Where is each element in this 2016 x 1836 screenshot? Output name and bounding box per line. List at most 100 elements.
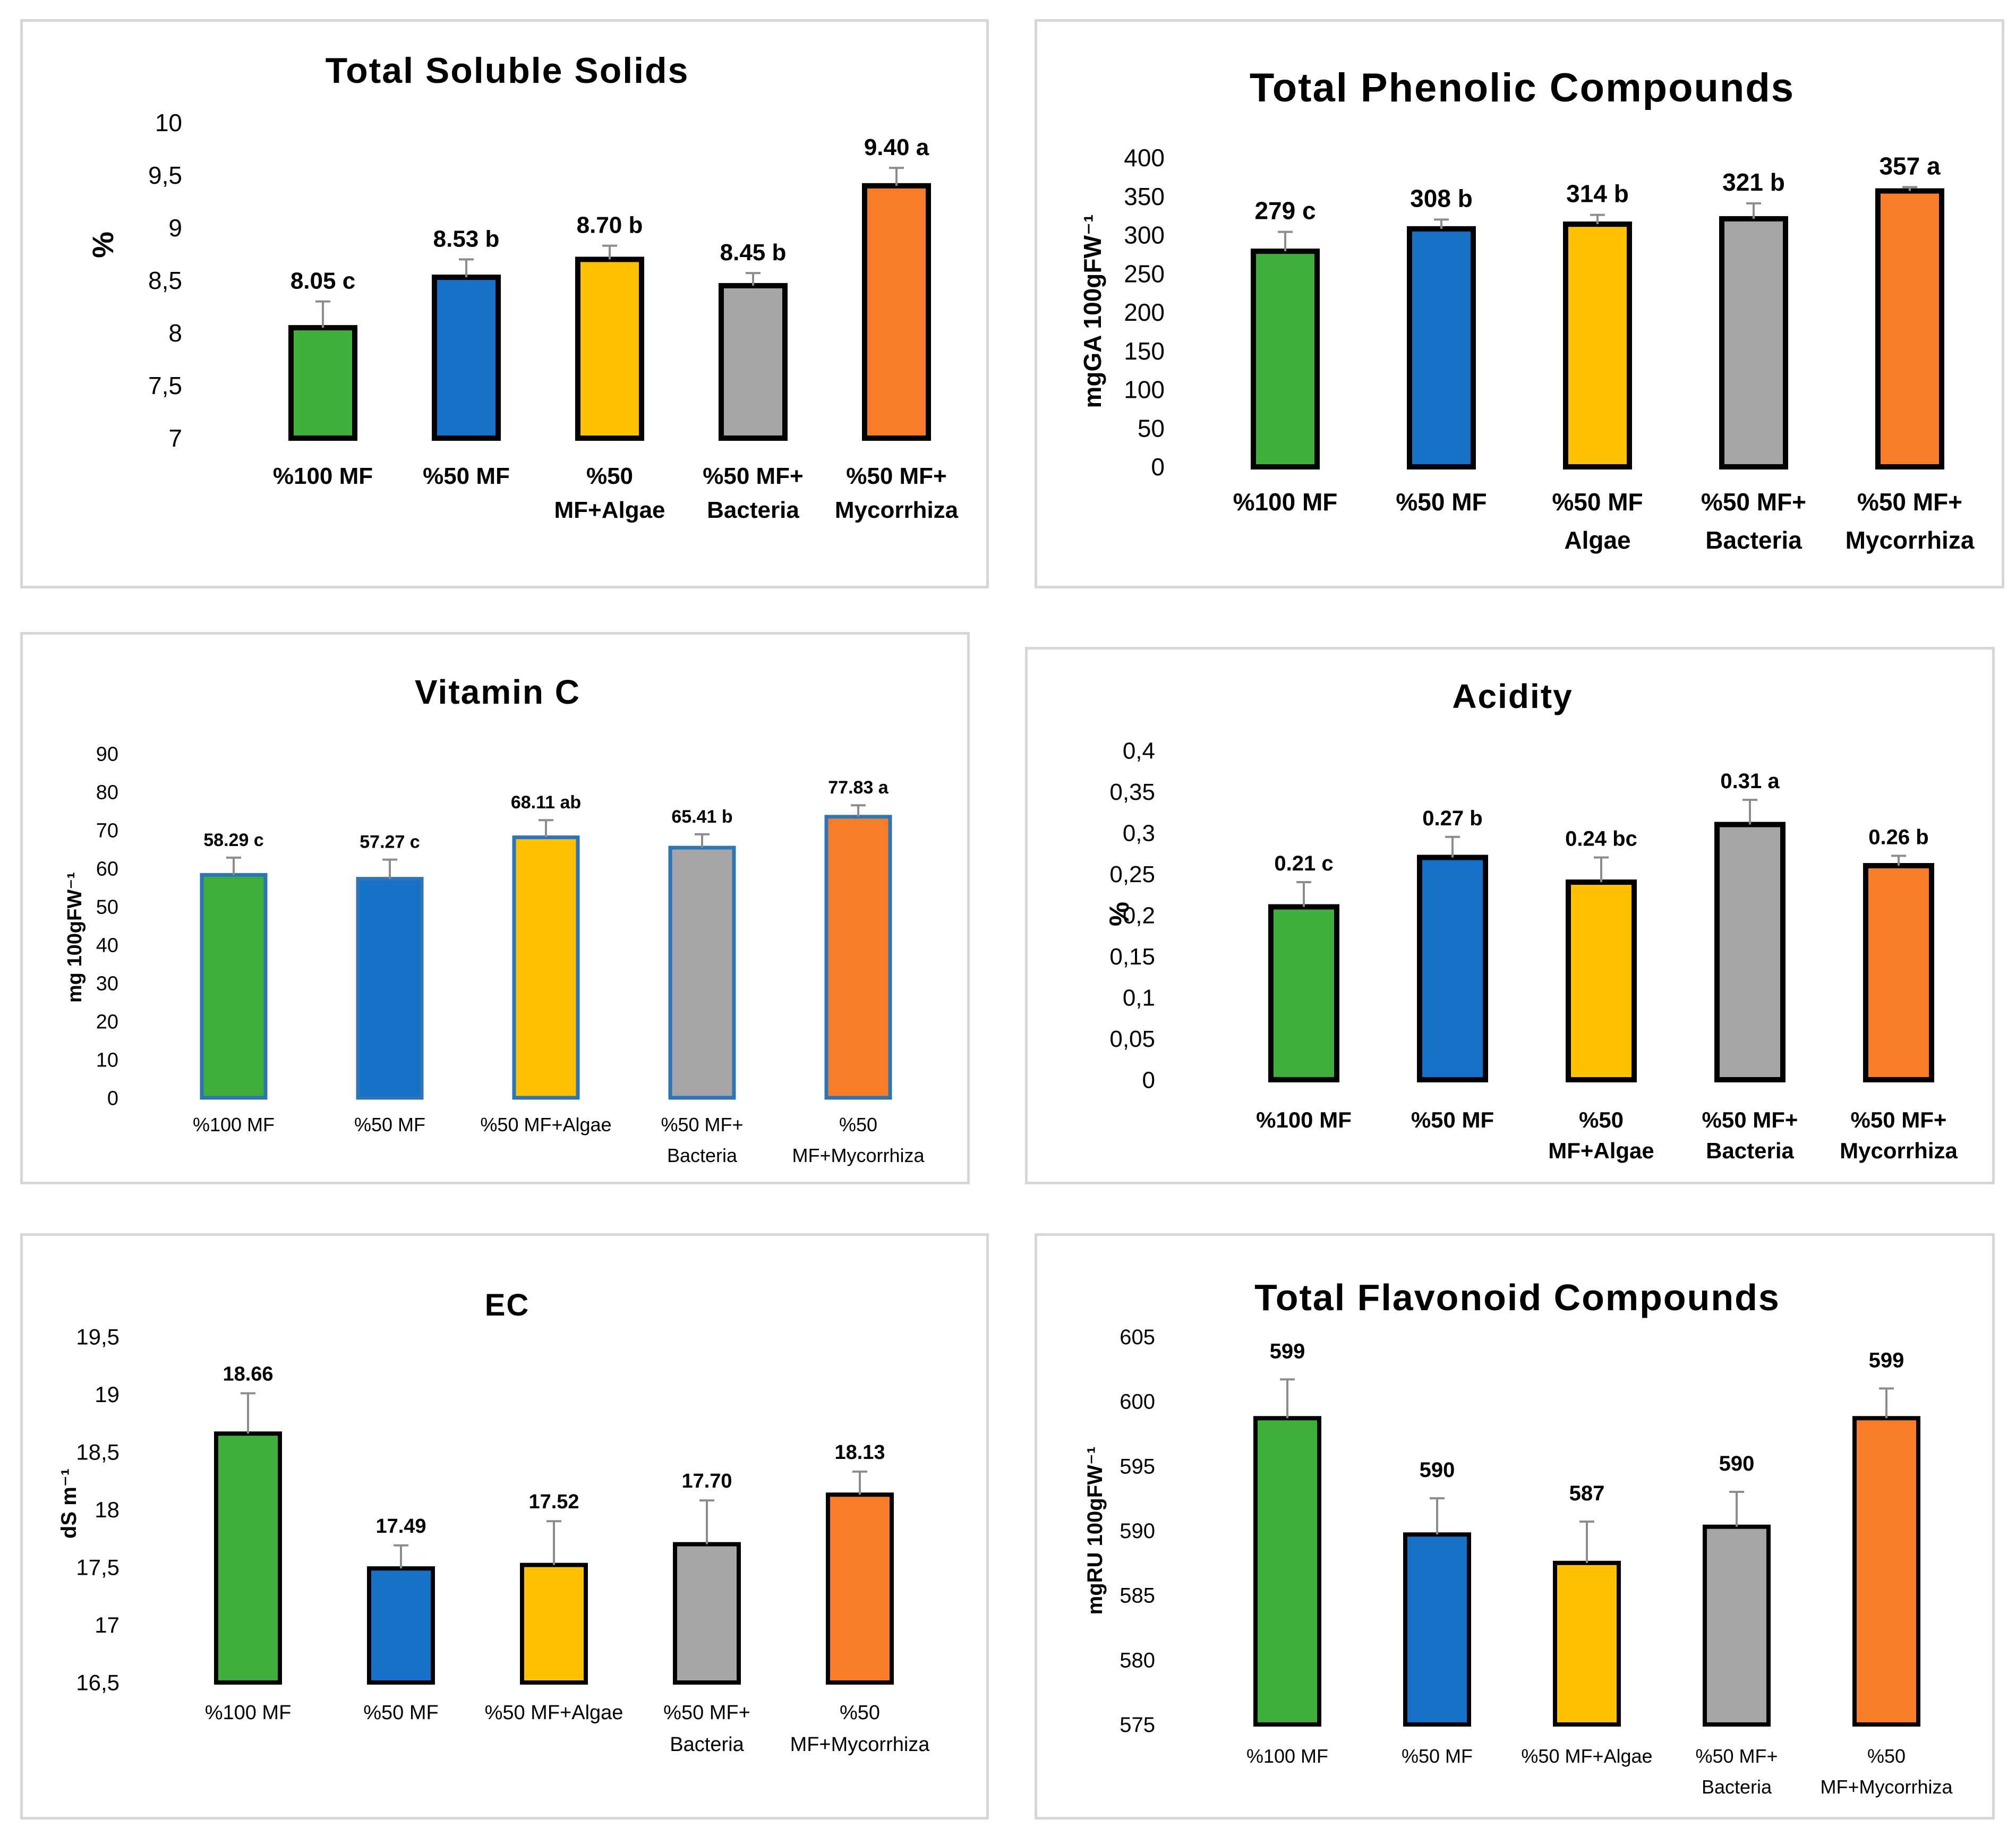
category-label: Mycorrhiza: [1846, 526, 1975, 554]
category-label: %50 MF+Algae: [480, 1114, 611, 1135]
chart-title: Total Soluble Solids: [326, 50, 689, 91]
chart-title: Acidity: [1452, 677, 1573, 715]
chart-svg: Total Soluble Solids 7 7,5 8 8,5 9 9,5 10% 8.05 …: [86, 50, 959, 523]
data-label: 0.21 c: [1274, 852, 1333, 875]
category-label: Bacteria: [670, 1733, 744, 1756]
bar-50-mf-mycorrhiza: [1863, 863, 1934, 1082]
bar-50-mf-algae: [1566, 879, 1637, 1082]
category-label: MF+Algae: [554, 497, 665, 523]
y-tick-label: 0,3: [1123, 820, 1155, 846]
y-tick-label: 0: [107, 1087, 118, 1109]
category-label: Algae: [1564, 526, 1630, 554]
bar-100-mf: [1268, 904, 1339, 1082]
category-label: %100 MF: [1233, 488, 1338, 516]
data-label: 314 b: [1566, 180, 1629, 208]
y-tick-label: 595: [1120, 1455, 1155, 1478]
y-tick-label: 350: [1124, 183, 1165, 210]
y-axis-label: %: [86, 232, 119, 258]
y-tick-label: 590: [1120, 1519, 1155, 1543]
bar-50-mf: [1403, 1532, 1471, 1727]
chart-title: EC: [485, 1288, 530, 1322]
y-axis-label: mgRU 100gFW⁻¹: [1083, 1447, 1107, 1615]
y-tick-label: 30: [96, 972, 118, 995]
data-label: 58.29 c: [203, 830, 263, 850]
data-label: 18.66: [223, 1363, 273, 1385]
y-tick-label: 575: [1120, 1713, 1155, 1737]
data-label: 17.49: [375, 1515, 426, 1538]
y-tick-label: 0,2: [1123, 902, 1155, 928]
bar-50-mf-bacteria: [673, 1542, 741, 1685]
y-tick-label: 250: [1124, 260, 1165, 287]
category-label: %100 MF: [1256, 1107, 1352, 1132]
category-label: %50 MF: [1411, 1107, 1494, 1132]
y-tick-label: 18,5: [76, 1440, 119, 1465]
y-tick-label: 60: [96, 858, 118, 880]
chart-title: Vitamin C: [415, 673, 580, 711]
category-label: %50 MF+: [846, 463, 947, 489]
category-label: %50 MF+: [1702, 1107, 1798, 1132]
category-label: %50: [1867, 1745, 1906, 1767]
bar-100-mf: [1253, 1416, 1321, 1727]
data-label: 8.45 b: [720, 240, 787, 266]
y-tick-label: 7,5: [148, 372, 182, 399]
data-label: 9.40 a: [864, 134, 929, 160]
bar-50-mf-bacteria: [668, 846, 736, 1100]
chart-panel-total-flavonoid-compounds: Total Flavonoid Compounds 575 580 585 590 595…: [1035, 1233, 1995, 1820]
y-axis-label: dS m⁻¹: [57, 1468, 81, 1539]
category-label: Mycorrhiza: [835, 497, 959, 523]
data-label: 587: [1569, 1482, 1605, 1505]
category-label: %50 MF+: [1701, 488, 1806, 516]
category-label: MF+Algae: [1548, 1138, 1654, 1163]
y-tick-label: 200: [1124, 298, 1165, 326]
category-label: %50 MF+: [1695, 1745, 1778, 1767]
category-label: %50 MF: [1396, 488, 1487, 516]
chart-panel-ec: EC 16,5 17 17,5 18 18,5 19 19,5 dS m⁻¹ 18.66 %100 …: [20, 1233, 989, 1820]
bar-50-mf-bacteria: [1714, 822, 1786, 1082]
category-label: %50: [1579, 1107, 1624, 1132]
category-label: %100 MF: [273, 463, 373, 489]
data-label: 599: [1869, 1348, 1904, 1372]
data-label: 321 b: [1722, 168, 1785, 196]
y-tick-label: 9: [168, 214, 182, 242]
bar-50-mf-mycorrhiza: [826, 1492, 894, 1685]
category-label: Bacteria: [667, 1145, 738, 1166]
bar-100-mf: [1251, 249, 1320, 469]
bar-50-mf-bacteria: [719, 283, 788, 441]
y-tick-label: 150: [1124, 337, 1165, 365]
category-label: Bacteria: [1705, 526, 1802, 554]
y-tick-label: 0,4: [1123, 738, 1155, 764]
y-tick-label: 8,5: [148, 267, 182, 294]
data-label: 17.70: [681, 1470, 732, 1492]
bar-50-mf: [1417, 855, 1488, 1082]
category-label: %50: [839, 1114, 877, 1135]
data-label: 0.27 b: [1422, 807, 1482, 830]
bar-50-mf: [367, 1566, 435, 1685]
y-tick-label: 7: [168, 424, 182, 452]
y-tick-label: 585: [1120, 1584, 1155, 1608]
category-label: %50 MF+: [1857, 488, 1962, 516]
bar-100-mf: [200, 873, 268, 1100]
bar-100-mf: [214, 1431, 282, 1685]
category-label: Bacteria: [1702, 1776, 1772, 1798]
y-tick-label: 80: [96, 781, 118, 804]
data-label: 357 a: [1879, 152, 1941, 180]
data-label: 8.05 c: [291, 268, 355, 294]
y-tick-label: 0,05: [1109, 1026, 1155, 1052]
data-label: 8.70 b: [577, 212, 643, 238]
chart-svg: Vitamin C 0 10 20 30 40 50 60 70 80 90 mg 100gFW⁻¹ 5…: [64, 673, 925, 1166]
y-tick-label: 19: [95, 1382, 119, 1407]
y-tick-label: 20: [96, 1011, 118, 1033]
bar-50-mf: [1407, 226, 1476, 469]
y-tick-label: 17,5: [76, 1555, 119, 1580]
data-label: 65.41 b: [671, 807, 732, 827]
data-label: 8.53 b: [433, 226, 500, 252]
category-label: Bacteria: [707, 497, 799, 523]
data-label: 57.27 c: [360, 832, 420, 852]
y-tick-label: 90: [96, 743, 118, 765]
y-tick-label: 600: [1120, 1390, 1155, 1414]
category-label: Bacteria: [1706, 1138, 1794, 1163]
bar-50-mf-mycorrhiza: [824, 815, 892, 1100]
category-label: %50 MF+: [661, 1114, 743, 1135]
bar-50-mf-bacteria: [1703, 1524, 1771, 1727]
